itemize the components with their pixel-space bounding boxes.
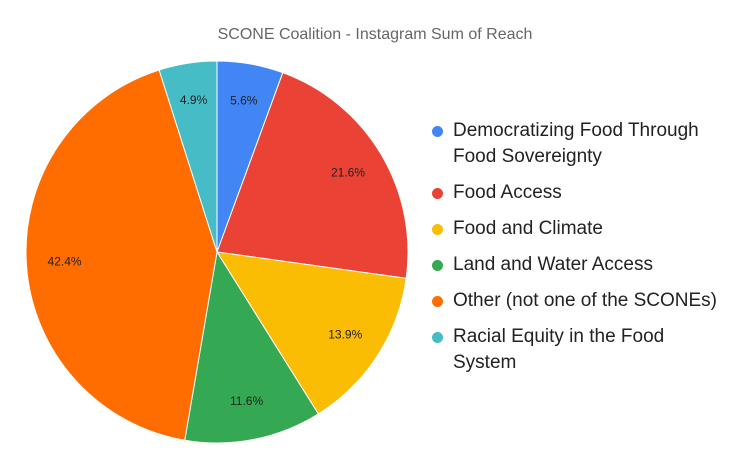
legend-label: Food and Climate (453, 218, 603, 239)
legend-item: Democratizing Food Through Food Sovereig… (432, 118, 732, 170)
legend-item: Racial Equity in the Food System (432, 324, 732, 376)
legend-label: Food Access (453, 182, 562, 203)
legend-label: Democratizing Food Through Food Sovereig… (453, 120, 699, 167)
legend-swatch (432, 260, 443, 271)
slice-label: 5.6% (230, 94, 258, 108)
legend-item: Land and Water Access (432, 252, 732, 278)
legend: Democratizing Food Through Food Sovereig… (432, 118, 732, 376)
legend-swatch (432, 126, 443, 137)
slice-label: 42.4% (48, 255, 82, 269)
legend-swatch (432, 224, 443, 235)
legend-item: Food Access (432, 180, 732, 206)
slice-label: 11.6% (230, 394, 263, 408)
pie-slice (216, 72, 409, 279)
legend-item: Other (not one of the SCONEs) (432, 288, 732, 314)
legend-item: Food and Climate (432, 216, 732, 242)
legend-label: Racial Equity in the Food System (453, 326, 665, 373)
slice-label: 13.9% (328, 327, 362, 341)
slice-label: 21.6% (331, 166, 365, 180)
chart-title: SCONE Coalition - Instagram Sum of Reach (218, 26, 533, 43)
pie-slice (25, 69, 218, 441)
legend-swatch (432, 332, 443, 343)
pie-slice (184, 250, 320, 444)
pie-slice (216, 251, 407, 415)
legend-swatch (432, 188, 443, 199)
legend-label: Other (not one of the SCONEs) (453, 290, 718, 311)
legend-label: Land and Water Access (453, 254, 653, 275)
slice-label: 4.9% (180, 93, 208, 107)
legend-swatch (432, 296, 443, 307)
pie-slice (158, 60, 218, 253)
